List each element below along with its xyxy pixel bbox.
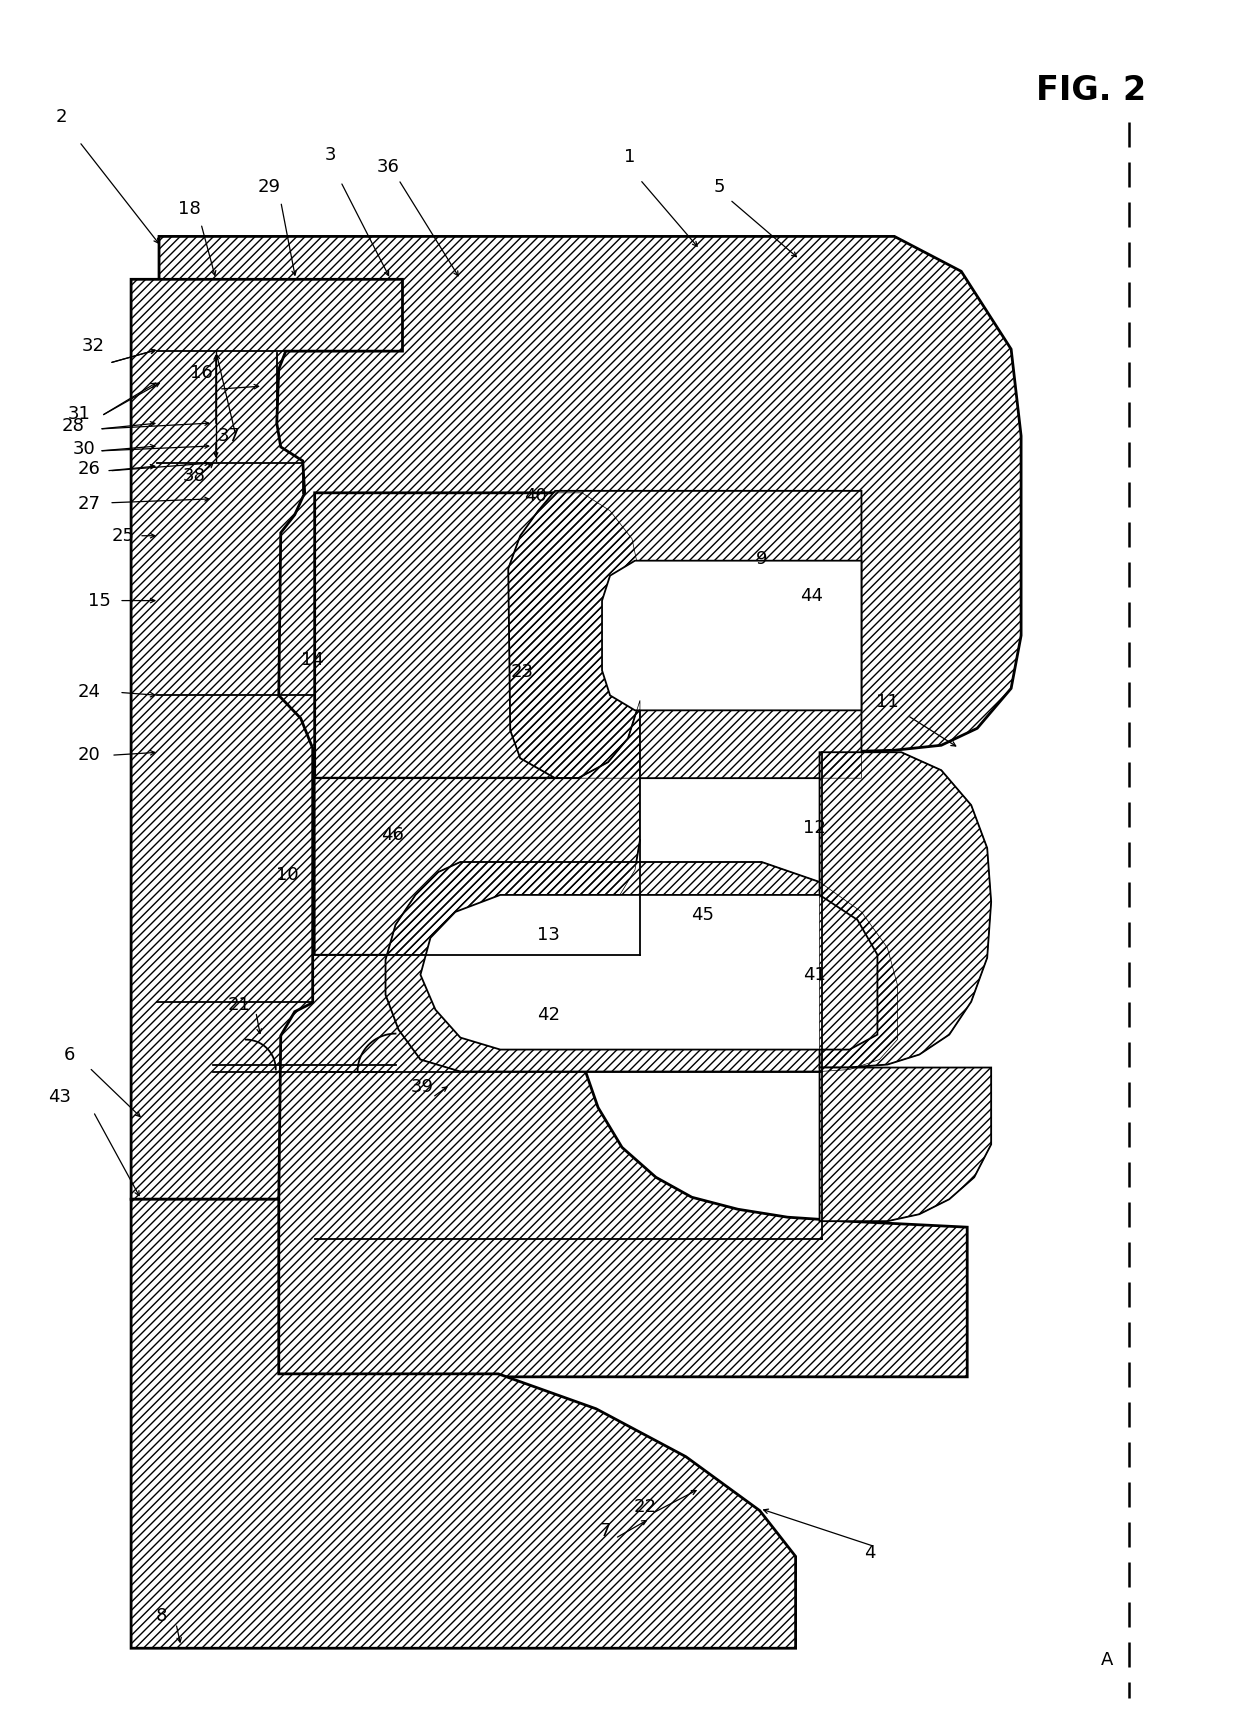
Text: 2: 2 [56,108,67,126]
Text: 23: 23 [511,663,533,682]
Text: 41: 41 [804,965,826,984]
Text: 16: 16 [190,365,212,382]
Text: 9: 9 [756,549,768,568]
Text: 21: 21 [227,996,250,1014]
Polygon shape [420,895,878,1050]
Text: 46: 46 [381,826,404,843]
Polygon shape [820,1067,991,1222]
Text: 36: 36 [377,158,401,176]
Text: 44: 44 [800,587,823,604]
Text: 20: 20 [78,747,100,764]
Text: A: A [1101,1650,1114,1669]
Text: 3: 3 [325,146,336,163]
Text: 10: 10 [277,866,299,885]
Text: 29: 29 [257,177,280,196]
Text: 8: 8 [155,1607,166,1625]
Text: 22: 22 [634,1497,656,1516]
Text: 45: 45 [692,905,714,924]
Text: 4: 4 [864,1544,875,1563]
Text: 28: 28 [62,416,84,435]
Text: 12: 12 [804,819,826,836]
Polygon shape [820,752,991,1067]
Text: 25: 25 [112,527,135,546]
Text: 7: 7 [599,1523,611,1540]
Text: FIG. 2: FIG. 2 [1035,74,1146,107]
Text: 13: 13 [537,926,559,943]
Text: 11: 11 [875,694,899,711]
Text: 18: 18 [177,200,201,219]
Polygon shape [386,862,898,1072]
Text: 31: 31 [68,404,91,423]
Text: 43: 43 [48,1088,71,1107]
Polygon shape [131,279,403,1200]
Polygon shape [603,561,862,711]
Text: 1: 1 [624,148,636,165]
Text: 24: 24 [78,683,100,702]
Text: 40: 40 [523,487,547,504]
Text: 30: 30 [73,441,95,458]
Text: 14: 14 [301,652,324,669]
Text: 42: 42 [537,1005,559,1024]
Text: 39: 39 [410,1079,434,1096]
Text: 37: 37 [217,427,241,446]
Text: 26: 26 [78,460,100,478]
Text: 32: 32 [82,337,104,355]
Text: 15: 15 [88,592,110,609]
Text: 6: 6 [63,1046,74,1064]
Polygon shape [131,1200,796,1649]
Text: 27: 27 [78,496,100,513]
Polygon shape [143,236,1021,1377]
Polygon shape [315,492,640,778]
Text: 38: 38 [182,466,206,485]
Polygon shape [315,700,640,955]
Text: 5: 5 [714,177,725,196]
Polygon shape [508,490,862,778]
